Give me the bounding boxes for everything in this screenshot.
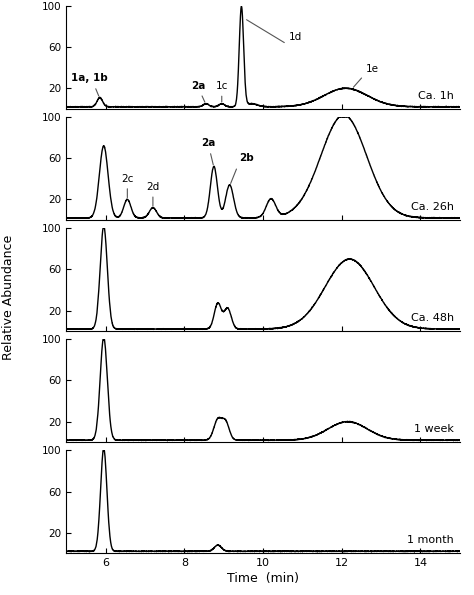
Text: 2c: 2c bbox=[121, 174, 134, 184]
X-axis label: Time  (min): Time (min) bbox=[227, 572, 299, 585]
Text: 1e: 1e bbox=[365, 64, 378, 74]
Text: 2d: 2d bbox=[146, 182, 160, 192]
Text: 1a, 1b: 1a, 1b bbox=[71, 73, 108, 83]
Text: 1c: 1c bbox=[216, 82, 228, 92]
Text: Ca. 26h: Ca. 26h bbox=[411, 202, 454, 212]
Text: 2a: 2a bbox=[201, 138, 215, 148]
Text: 1 week: 1 week bbox=[414, 424, 454, 434]
Text: 2a: 2a bbox=[191, 82, 205, 92]
Text: 1 month: 1 month bbox=[407, 535, 454, 545]
Text: 1d: 1d bbox=[289, 32, 302, 42]
Text: Ca. 1h: Ca. 1h bbox=[418, 90, 454, 101]
Text: Ca. 48h: Ca. 48h bbox=[411, 313, 454, 323]
Text: 2b: 2b bbox=[239, 154, 254, 164]
Text: Relative Abundance: Relative Abundance bbox=[2, 235, 15, 360]
